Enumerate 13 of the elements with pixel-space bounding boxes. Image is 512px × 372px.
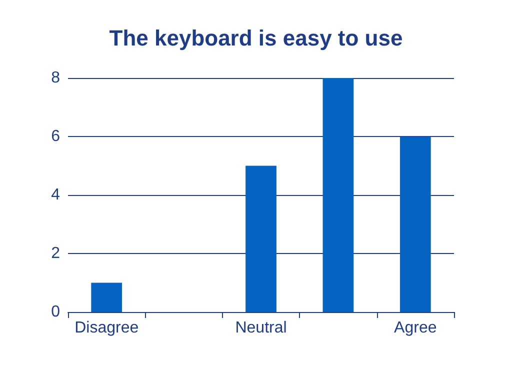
y-tick-label: 6 xyxy=(51,128,60,145)
bar xyxy=(400,136,431,312)
x-tick-label: Neutral xyxy=(235,320,287,336)
y-tick-label: 0 xyxy=(51,304,60,320)
x-tick-label: Agree xyxy=(394,320,437,336)
y-tick-label: 8 xyxy=(51,70,60,86)
bar xyxy=(91,282,122,312)
bar xyxy=(322,78,354,312)
bar xyxy=(246,166,276,312)
chart-title: The keyboard is easy to use xyxy=(109,26,403,50)
y-tick-label: 2 xyxy=(51,245,60,262)
x-tick-label: Disagree xyxy=(74,320,139,336)
y-tick-label: 4 xyxy=(51,186,60,204)
